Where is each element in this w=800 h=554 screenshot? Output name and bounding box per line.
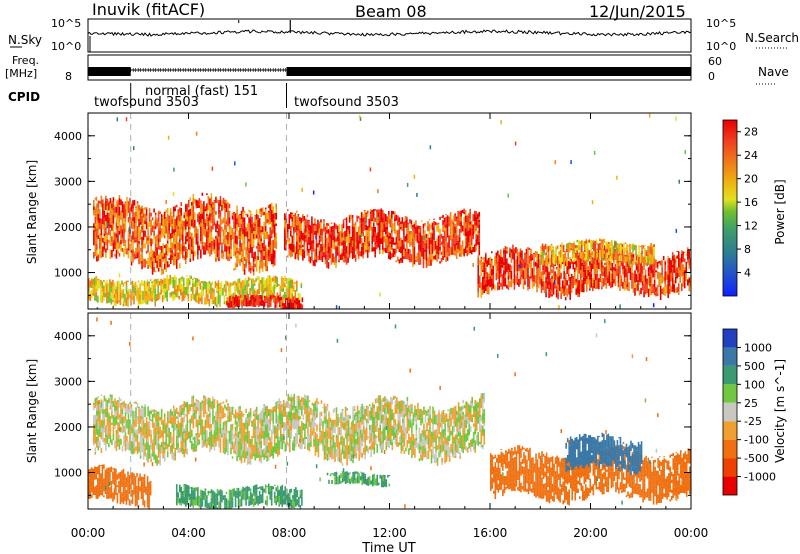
time-axis-label: Time UT — [361, 541, 415, 554]
velocity-ytick-3: 3000 — [54, 375, 82, 388]
freq-label: Freq. — [12, 54, 39, 67]
power-cb-tick-6: 8 — [744, 243, 751, 256]
power-cb-tick-1: 28 — [744, 126, 758, 139]
nave-tick-top: 60 — [708, 55, 722, 68]
nsky-tick-bottom: 10^0 — [51, 40, 81, 53]
station-title: Inuvik (fitACF) — [92, 0, 205, 19]
power-region-2 — [283, 208, 481, 269]
power-echoes — [88, 113, 691, 309]
velocity-region-3 — [175, 483, 303, 509]
velocity-region-6 — [565, 432, 643, 476]
freq-unit: [MHz] — [5, 67, 37, 80]
velocity-cb-block-6 — [723, 421, 737, 440]
power-cb-tick-2: 24 — [744, 149, 758, 162]
velocity-colorbar-label: Velocity [m s^-1] — [773, 359, 787, 463]
velocity-cb-block-1 — [723, 329, 737, 348]
velocity-ytick-2: 2000 — [54, 421, 82, 434]
power-cb-tick-3: 20 — [744, 173, 758, 186]
power-cb-tick-5: 12 — [744, 220, 758, 233]
velocity-ytick-4: 4000 — [54, 330, 82, 343]
power-ytick-1: 1000 — [54, 267, 82, 280]
freq-panel: Freq. [MHz] 8 60 0 Nave — [5, 54, 789, 85]
time-axis-ticks: 00:00 04:00 08:00 12:00 16:00 20:00 00:00 — [71, 113, 709, 540]
velocity-ytick-1: 1000 — [54, 467, 82, 480]
nsearch-label: N.Search — [745, 31, 799, 45]
velocity-colorbar: 1000 500 100 25 -25 -100 -500 -1000 — [722, 328, 776, 496]
velocity-cb-block-9 — [723, 476, 737, 495]
velocity-cb-tick-3: 100 — [744, 378, 765, 391]
velocity-cb-block-8 — [723, 458, 737, 477]
velocity-cb-tick-7: -500 — [744, 452, 769, 465]
velocity-echoes — [88, 313, 691, 509]
velocity-region-1 — [93, 393, 486, 466]
cpid-label: CPID — [8, 90, 40, 104]
power-region-6 — [540, 238, 655, 266]
power-ytick-3: 3000 — [54, 175, 82, 188]
velocity-cb-tick-8: -1000 — [744, 471, 776, 484]
power-ytick-4: 4000 — [54, 130, 82, 143]
power-ytick-2: 2000 — [54, 221, 82, 234]
xtick-label-2: 04:00 — [171, 526, 206, 540]
power-region-5 — [477, 244, 691, 301]
power-region-1 — [93, 192, 278, 276]
velocity-cb-tick-4: 25 — [744, 397, 758, 410]
velocity-ylabel: Slant Range [km] — [25, 359, 39, 463]
power-colorbar-ticks: 28 24 20 16 12 8 4 — [737, 126, 758, 280]
cpid-strip: CPID twofsound 3503 normal (fast) 151 tw… — [8, 83, 399, 110]
power-panel: 1000 2000 3000 4000 Slant Range [km] 28 24 20… — [25, 112, 787, 310]
power-colorbar — [722, 119, 738, 297]
velocity-cb-tick-1: 1000 — [744, 341, 772, 354]
nave-tick-bottom: 0 — [708, 70, 715, 83]
nsky-tick-top: 10^5 — [51, 17, 81, 30]
nsearch-tick-bottom: 10^0 — [706, 40, 736, 53]
cpid-dividers — [130, 83, 287, 108]
xtick-label-6: 20:00 — [573, 526, 608, 540]
nsearch-tick-top: 10^5 — [706, 17, 736, 30]
velocity-cb-block-3 — [723, 365, 737, 385]
xtick-label-7: 00:00 — [674, 526, 709, 540]
nsky-panel: N.Sky 10^5 10^0 10^5 10^0 N.Search — [8, 17, 799, 53]
velocity-panel: 1000 2000 3000 4000 Slant Range [km] 1000 50… — [25, 312, 787, 510]
velocity-region-4 — [326, 471, 391, 488]
nsky-label: N.Sky — [8, 33, 42, 47]
power-region-3 — [88, 274, 303, 308]
cpid-seg-3: twofsound 3503 — [294, 95, 399, 110]
velocity-axis: 1000 2000 3000 4000 — [54, 330, 691, 496]
power-ylabel: Slant Range [km] — [25, 160, 39, 264]
power-axis: 1000 2000 3000 4000 — [54, 130, 691, 296]
date-title: 12/Jun/2015 — [589, 2, 686, 21]
power-cb-tick-7: 4 — [744, 267, 751, 280]
power-colorbar-label: Power [dB] — [773, 179, 787, 244]
cpid-seg-2: normal (fast) 151 — [145, 84, 258, 99]
nave-label: Nave — [758, 65, 789, 79]
velocity-cb-tick-2: 500 — [744, 360, 765, 373]
xtick-label-4: 12:00 — [372, 526, 407, 540]
xtick-label-3: 08:00 — [272, 526, 307, 540]
freq-tick: 8 — [65, 70, 72, 83]
nsky-trace — [87, 20, 692, 52]
velocity-region-2 — [88, 464, 152, 509]
cpid-seg-1: twofsound 3503 — [94, 95, 199, 110]
xtick-label-5: 16:00 — [473, 526, 508, 540]
beam-title: Beam 08 — [355, 2, 427, 21]
velocity-cb-block-2 — [723, 347, 737, 366]
velocity-cb-block-4 — [723, 384, 737, 403]
velocity-cb-tick-5: -25 — [744, 415, 762, 428]
velocity-cb-block-5 — [723, 402, 737, 422]
velocity-cb-tick-6: -100 — [744, 434, 769, 447]
xtick-label-1: 00:00 — [71, 526, 106, 540]
freq-trace — [88, 67, 691, 76]
velocity-cb-block-7 — [723, 439, 737, 459]
power-cb-tick-4: 16 — [744, 196, 758, 209]
